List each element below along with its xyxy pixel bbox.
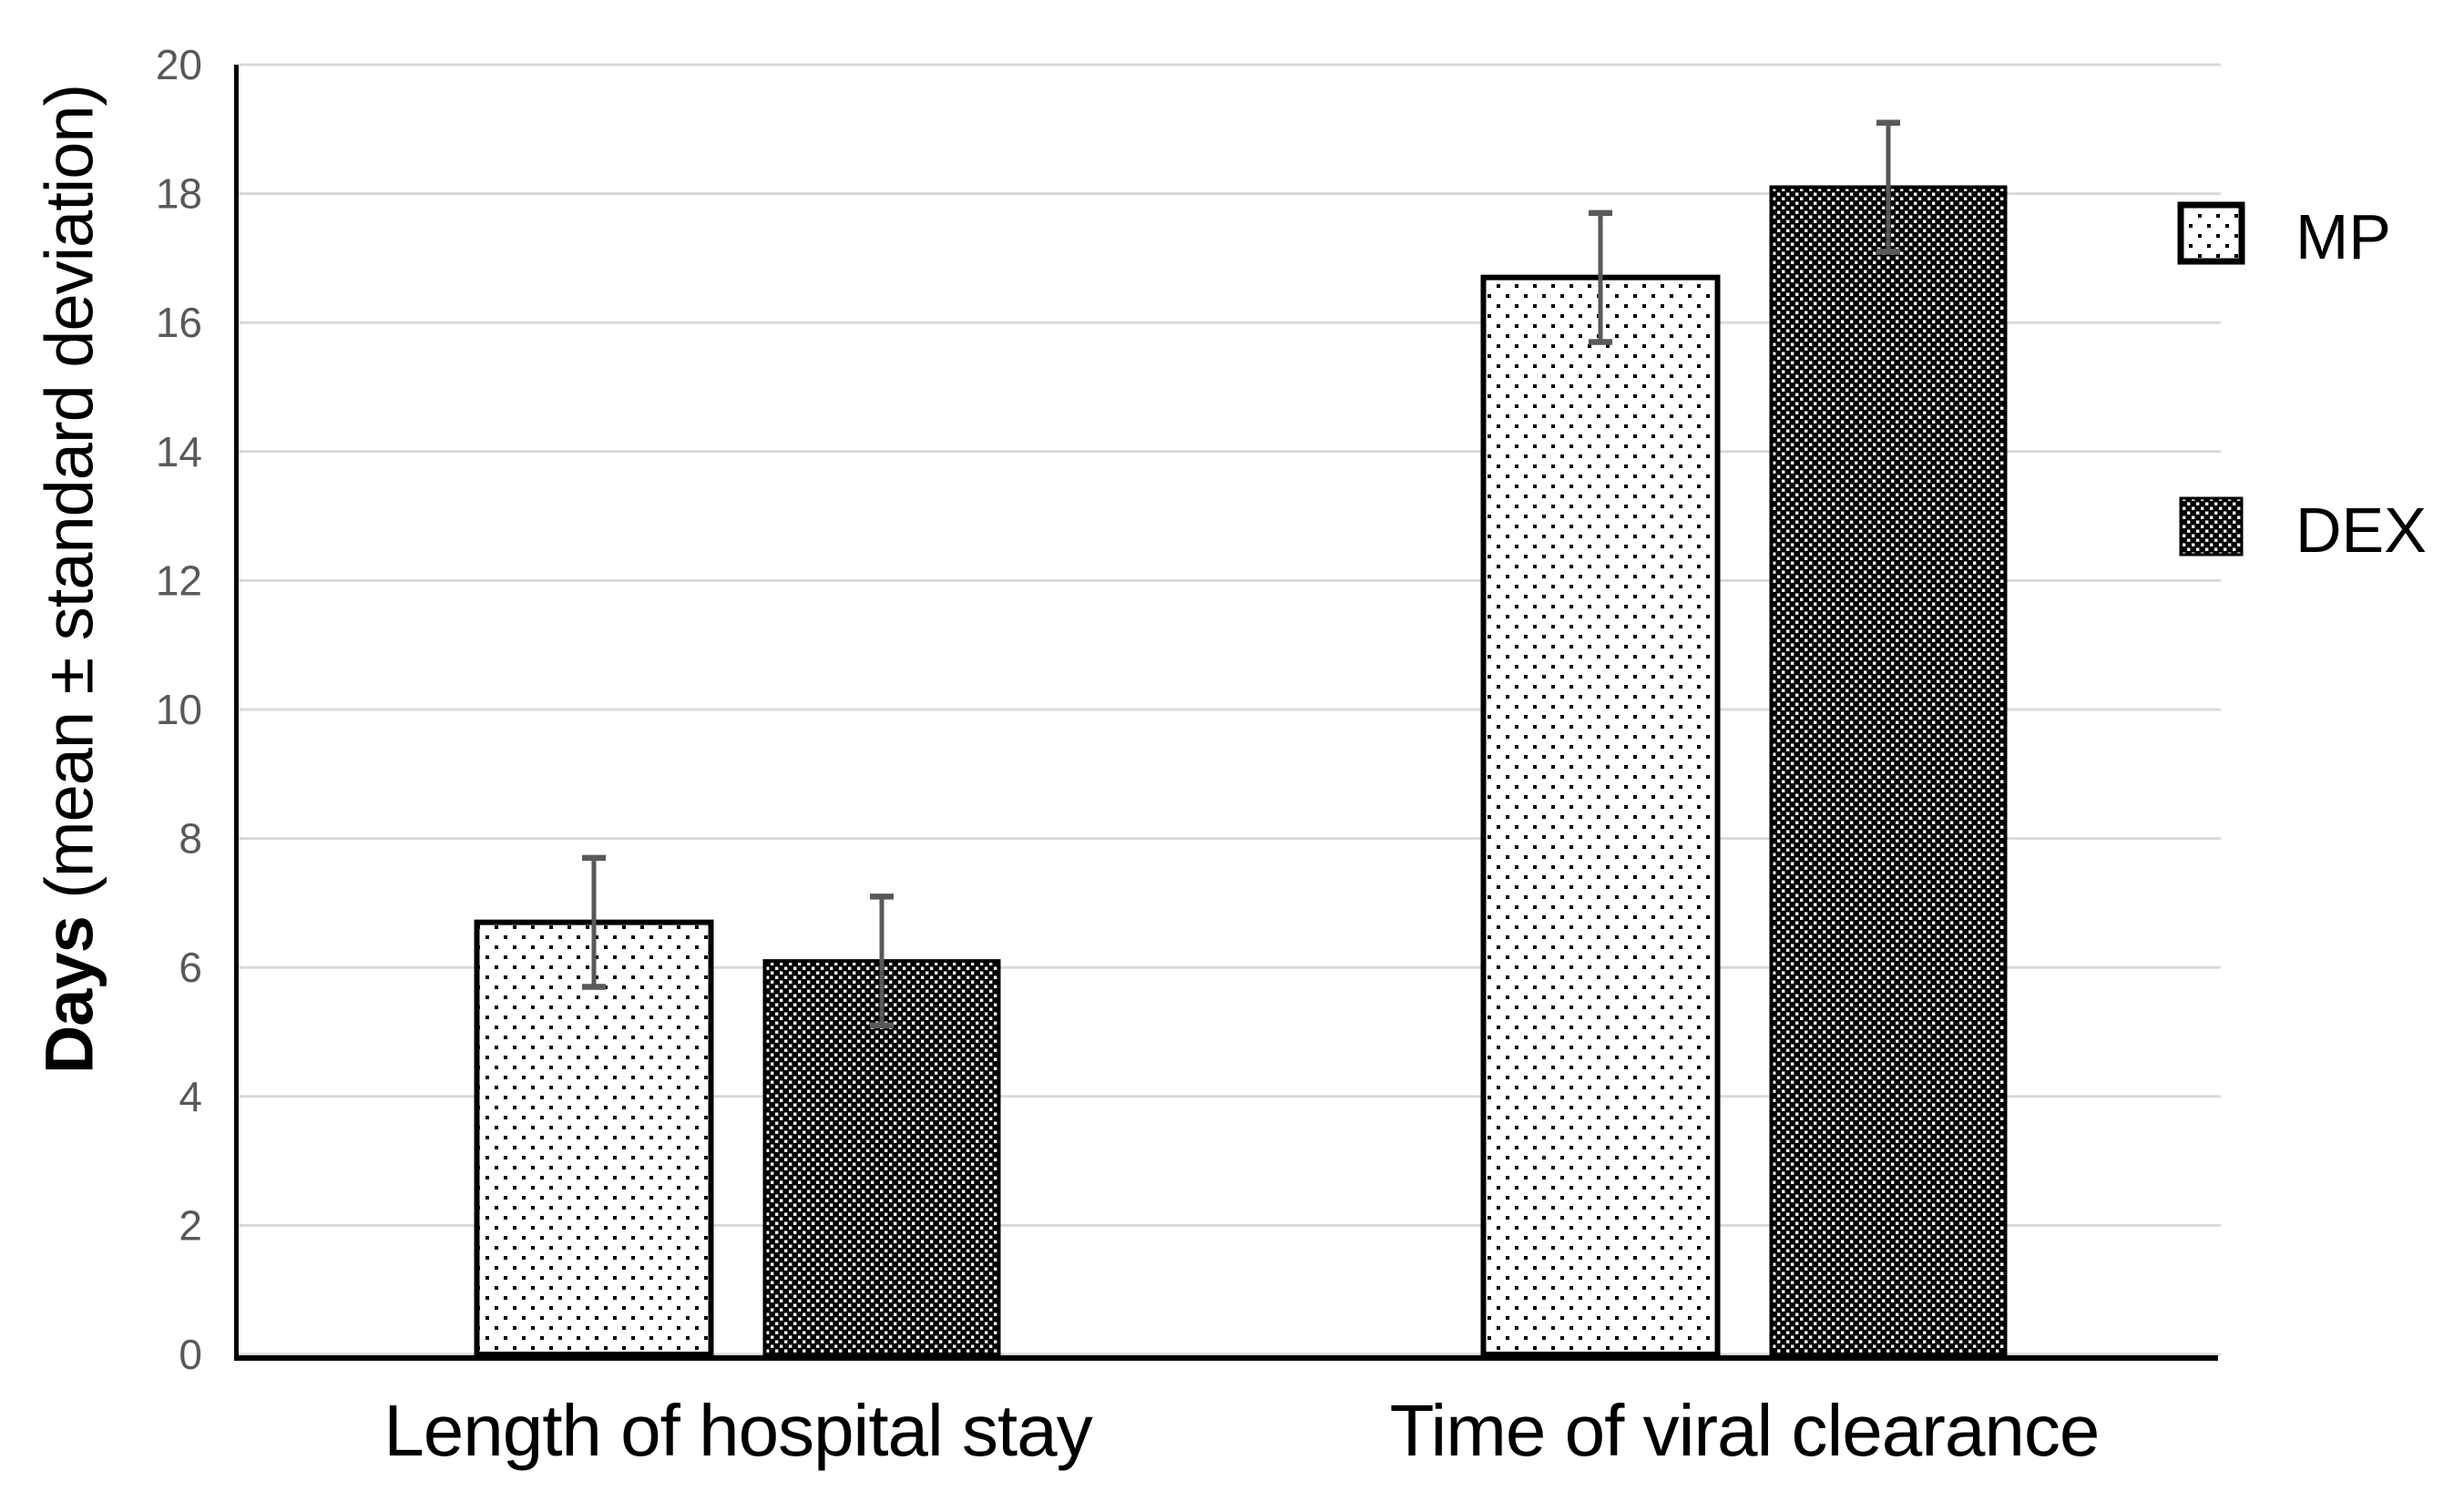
category-label-time-of-viral-clearance: Time of viral clearance [1390,1390,2100,1471]
y-tick-label-12: 12 [156,557,202,604]
y-tick-label-18: 18 [156,170,202,218]
y-tick-label-8: 8 [179,815,202,863]
bar-dex-time-of-viral-clearance [1769,185,2008,1356]
y-axis-line [234,65,239,1360]
category-label-length-of-hospital-stay: Length of hospital stay [383,1390,1093,1471]
y-axis-title: Days (mean ± standard deviation) [31,85,108,1074]
y-tick-label-6: 6 [179,944,202,991]
legend-item-mp: MP [2177,201,2391,272]
error-bar-dex-time-of-viral-clearance [1876,119,1900,255]
legend-label-mp: MP [2295,201,2391,272]
y-axis-title-regular: (mean ± standard deviation) [31,84,107,917]
y-tick-label-2: 2 [179,1201,202,1249]
error-bar-mp-length-of-hospital-stay [582,854,606,990]
y-tick-label-16: 16 [156,299,202,346]
y-tick-labels: 0 2 4 6 8 10 12 14 16 18 20 [156,41,202,1378]
y-tick-label-20: 20 [156,41,202,88]
bar-mp-length-of-hospital-stay [474,919,714,1357]
x-category-labels: Length of hospital stay Time of viral cle… [383,1390,2100,1471]
bars [474,185,2008,1357]
error-bar-dex-length-of-hospital-stay [870,894,894,1029]
error-bars [582,119,1900,1029]
x-axis-line [234,1355,2218,1361]
legend: MP DEX [2177,201,2427,566]
legend-label-dex: DEX [2295,495,2427,566]
y-tick-label-10: 10 [156,686,202,733]
y-tick-label-4: 4 [179,1073,202,1120]
y-axis-title-bold: Days [31,916,107,1075]
y-tick-label-0: 0 [179,1331,202,1378]
legend-swatch-dex [2179,496,2244,557]
error-bar-mp-time-of-viral-clearance [1589,209,1612,345]
legend-swatch-mp [2177,201,2245,265]
legend-item-dex: DEX [2179,495,2427,566]
bar-mp-time-of-viral-clearance [1480,274,1721,1357]
y-tick-label-14: 14 [156,428,202,475]
